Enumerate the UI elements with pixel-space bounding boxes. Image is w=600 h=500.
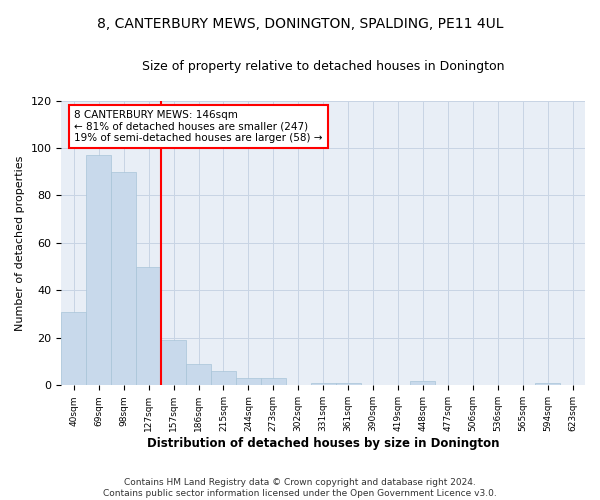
Bar <box>236 378 261 386</box>
Bar <box>335 383 361 386</box>
Text: 8, CANTERBURY MEWS, DONINGTON, SPALDING, PE11 4UL: 8, CANTERBURY MEWS, DONINGTON, SPALDING,… <box>97 18 503 32</box>
Text: Contains HM Land Registry data © Crown copyright and database right 2024.
Contai: Contains HM Land Registry data © Crown c… <box>103 478 497 498</box>
Bar <box>161 340 186 386</box>
Bar <box>535 383 560 386</box>
Bar <box>111 172 136 386</box>
Title: Size of property relative to detached houses in Donington: Size of property relative to detached ho… <box>142 60 505 73</box>
Bar <box>86 155 111 386</box>
Bar <box>410 380 436 386</box>
Bar <box>136 266 161 386</box>
Bar <box>211 371 236 386</box>
X-axis label: Distribution of detached houses by size in Donington: Distribution of detached houses by size … <box>147 437 499 450</box>
Bar <box>186 364 211 386</box>
Bar <box>261 378 286 386</box>
Y-axis label: Number of detached properties: Number of detached properties <box>15 156 25 330</box>
Text: 8 CANTERBURY MEWS: 146sqm
← 81% of detached houses are smaller (247)
19% of semi: 8 CANTERBURY MEWS: 146sqm ← 81% of detac… <box>74 110 323 143</box>
Bar <box>311 383 335 386</box>
Bar <box>61 312 86 386</box>
